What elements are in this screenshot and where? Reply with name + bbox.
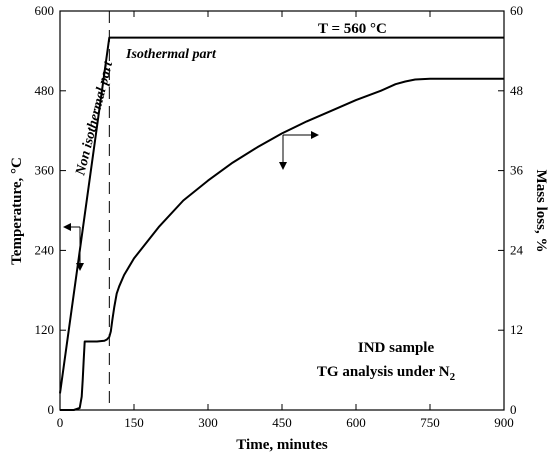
y-left-axis-title: Temperature, °C bbox=[9, 157, 25, 265]
y-left-tick-label: 480 bbox=[35, 83, 55, 98]
x-tick-label: 750 bbox=[420, 415, 440, 430]
y-right-axis-title: Mass loss, % bbox=[533, 170, 549, 253]
y-left-tick-label: 600 bbox=[35, 3, 55, 18]
mass-loss-series-arrow bbox=[279, 131, 319, 170]
y-right-tick-label: 60 bbox=[510, 3, 523, 18]
y-right-tick-label: 48 bbox=[510, 83, 523, 98]
y-left-tick-label: 240 bbox=[35, 242, 55, 257]
x-tick-label: 450 bbox=[272, 415, 292, 430]
temperature-annotation: T = 560 °C bbox=[318, 21, 387, 37]
y-right-tick-label: 24 bbox=[510, 242, 524, 257]
sample-annotation-line1: IND sample bbox=[358, 340, 435, 356]
isothermal-annotation: Isothermal part bbox=[125, 47, 217, 62]
x-tick-label: 150 bbox=[124, 415, 144, 430]
sample-annotation-line2: TG analysis under N2 bbox=[317, 364, 456, 383]
mass-loss-series-line bbox=[60, 77, 504, 411]
y-right-tick-label: 36 bbox=[510, 163, 524, 178]
y-right-axis-ticks: 0 12 24 36 48 60 bbox=[498, 3, 524, 417]
y-left-tick-label: 0 bbox=[48, 402, 55, 417]
y-right-tick-label: 12 bbox=[510, 322, 523, 337]
x-axis-title: Time, minutes bbox=[236, 437, 328, 453]
series-group bbox=[59, 36, 504, 411]
x-tick-label: 600 bbox=[346, 415, 366, 430]
x-axis-ticks: 0 150 300 450 600 750 900 bbox=[57, 11, 514, 430]
y-right-tick-label: 0 bbox=[510, 402, 517, 417]
x-tick-label: 300 bbox=[198, 415, 218, 430]
non-isothermal-annotation: Non isothermal part bbox=[73, 59, 116, 178]
y-left-tick-label: 120 bbox=[35, 322, 55, 337]
y-left-axis-ticks: 0 120 240 360 480 600 bbox=[35, 3, 66, 417]
y-left-tick-label: 360 bbox=[35, 163, 55, 178]
x-tick-label: 0 bbox=[57, 415, 64, 430]
x-tick-label: 900 bbox=[494, 415, 514, 430]
temperature-series-arrow bbox=[63, 223, 84, 271]
temperature-series-line bbox=[59, 36, 504, 394]
plot-frame bbox=[59, 10, 505, 411]
